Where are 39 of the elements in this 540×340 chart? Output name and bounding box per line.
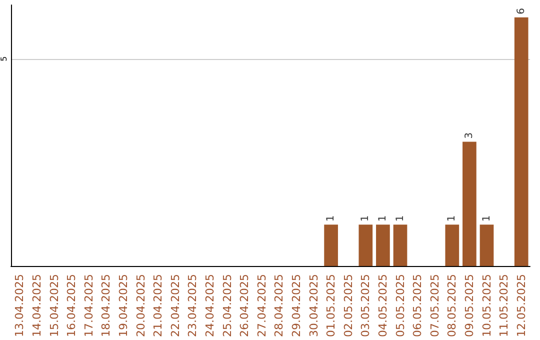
x-tick-label: 05.05.2025 [394,274,407,338]
y-tick-label: 5 [0,56,8,62]
x-tick-label: 27.04.2025 [255,274,268,338]
x-tick-label: 28.04.2025 [272,274,286,338]
x-tick-label: 19.04.2025 [116,274,130,338]
x-tick-label: 02.05.2025 [342,274,355,338]
x-tick-label: 23.04.2025 [186,274,200,338]
x-tick-label: 04.05.2025 [376,274,390,338]
x-tick-label: 18.04.2025 [100,274,113,338]
x-tick-label: 03.05.2025 [359,274,372,338]
x-tick-label: 22.04.2025 [168,274,182,338]
data-label: 1 [326,215,337,222]
x-tick-label: 30.04.2025 [307,274,320,338]
data-label: 1 [481,215,492,222]
x-tick-label: 16.04.2025 [65,274,78,338]
x-tick-label: 08.05.2025 [446,274,459,338]
data-label: 6 [516,8,527,14]
x-tick-label: 17.04.2025 [82,274,96,338]
data-label: 1 [377,215,388,222]
data-label: 1 [394,215,406,222]
data-label: 1 [360,215,372,222]
x-tick-label: 01.05.2025 [324,274,338,338]
x-tick-label: 10.05.2025 [480,274,494,338]
x-tick-label: 11.05.2025 [498,274,511,338]
data-label: 3 [464,132,475,139]
x-tick-label: 15.04.2025 [48,274,61,338]
x-tick-label: 13.04.2025 [13,274,26,338]
x-tick-label: 12.05.2025 [514,274,528,338]
x-tick-label: 06.05.2025 [411,274,424,338]
x-tick-label: 07.05.2025 [428,274,442,338]
x-tick-label: 29.04.2025 [290,274,303,338]
x-tick-label: 09.05.2025 [462,274,476,338]
x-tick-label: 25.04.2025 [220,274,234,338]
x-tick-label: 26.04.2025 [238,274,252,338]
data-label: 1 [446,215,458,222]
x-tick-label: 24.04.2025 [203,274,216,338]
x-tick-label: 20.04.2025 [134,274,148,338]
x-tick-label: 14.04.2025 [30,274,44,338]
x-tick-label: 21.04.2025 [152,274,165,338]
